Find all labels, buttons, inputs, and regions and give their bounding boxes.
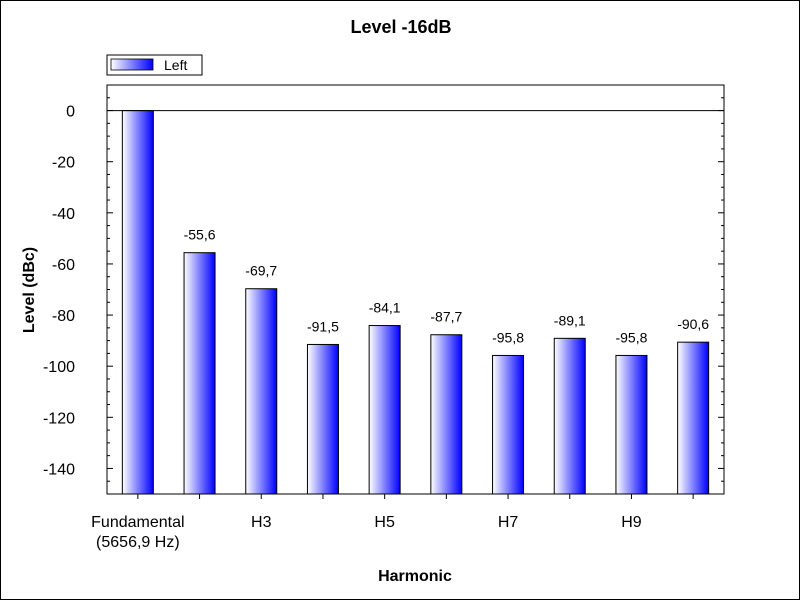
y-tick-label: -140 (43, 461, 75, 478)
data-label: -87,7 (430, 309, 462, 325)
bar (677, 341, 710, 495)
y-axis-label: Level (dBc) (21, 247, 38, 333)
bar (615, 354, 648, 495)
y-tick-label: -120 (43, 410, 75, 427)
y-tick-label: -40 (52, 206, 75, 223)
plot-area: 0 -20 -40 -60 -80 -100 -120 -140 Fundamental (565… (43, 84, 725, 551)
data-label: -55,6 (184, 227, 216, 243)
chart-title: Level -16dB (350, 17, 451, 37)
x-tick-label: (5656,9 Hz) (96, 534, 180, 551)
data-label: -84,1 (369, 300, 401, 316)
bar (368, 325, 401, 495)
bar (492, 354, 525, 495)
y-tick-label: -20 (52, 155, 75, 172)
x-tick-label: H9 (621, 514, 642, 531)
legend: Left (106, 54, 203, 76)
data-label: -89,1 (554, 312, 586, 328)
x-axis-label: Harmonic (378, 568, 452, 585)
y-tick-label: -80 (52, 308, 75, 325)
y-tick-label: 0 (66, 104, 75, 121)
data-label: -69,7 (245, 263, 277, 279)
bar (553, 337, 586, 495)
data-label: -95,8 (615, 329, 647, 345)
x-tick-label: H3 (251, 514, 272, 531)
legend-label-left: Left (164, 57, 187, 73)
y-tick-label: -100 (43, 359, 75, 376)
bar (183, 252, 216, 495)
x-tick-label: H5 (374, 514, 395, 531)
bar (306, 343, 339, 495)
data-label: -90,6 (677, 316, 709, 332)
y-tick-label: -60 (52, 257, 75, 274)
data-label: -95,8 (492, 329, 524, 345)
bar (121, 110, 154, 495)
bar (245, 288, 278, 495)
bar (430, 334, 463, 495)
legend-swatch-left (110, 58, 154, 71)
x-tick-label: H7 (498, 514, 519, 531)
data-label: -91,5 (307, 318, 339, 334)
x-tick-label: Fundamental (91, 514, 184, 531)
